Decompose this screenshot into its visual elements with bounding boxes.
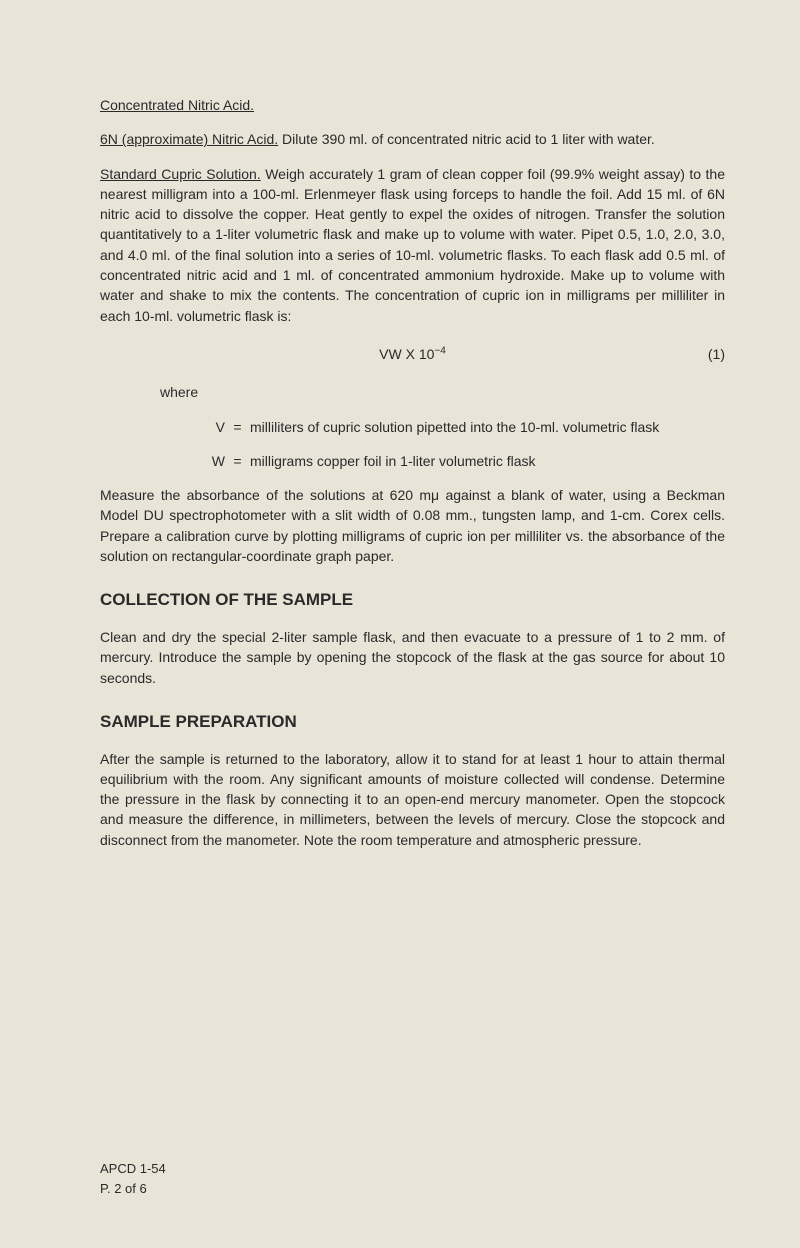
paragraph-measure: Measure the absorbance of the solutions … <box>100 485 725 566</box>
section-concentrated-nitric: Concentrated Nitric Acid. 6N (approximat… <box>100 95 725 566</box>
definition-var: V <box>200 417 225 437</box>
definition-v: V = milliliters of cupric solution pipet… <box>200 417 725 437</box>
definition-eq: = <box>225 451 250 471</box>
footer-doc-id: APCD 1-54 <box>100 1159 166 1179</box>
equation-exponent: −4 <box>434 345 445 356</box>
definition-text: milliliters of cupric solution pipetted … <box>250 417 725 437</box>
section-collection: COLLECTION OF THE SAMPLE Clean and dry t… <box>100 588 725 688</box>
paragraph-standard-cupric: Standard Cupric Solution. Weigh accurate… <box>100 164 725 326</box>
section-sample-prep: SAMPLE PREPARATION After the sample is r… <box>100 710 725 850</box>
definition-eq: = <box>225 417 250 437</box>
heading-collection: COLLECTION OF THE SAMPLE <box>100 588 725 613</box>
definition-var: W <box>200 451 225 471</box>
heading-sample-prep: SAMPLE PREPARATION <box>100 710 725 735</box>
definition-text: milligrams copper foil in 1-liter volume… <box>250 451 725 471</box>
inline-title: Standard Cupric Solution. <box>100 166 261 182</box>
definition-w: W = milligrams copper foil in 1-liter vo… <box>200 451 725 471</box>
paragraph-collection: Clean and dry the special 2-liter sample… <box>100 627 725 688</box>
inline-title: 6N (approximate) Nitric Acid. <box>100 131 278 147</box>
where-label: where <box>160 382 725 402</box>
equation-block: VW X 10−4 (1) <box>100 344 725 364</box>
paragraph-text: Dilute 390 ml. of concentrated nitric ac… <box>278 131 655 147</box>
equation-text: VW X 10 <box>379 346 434 362</box>
paragraph-text: Weigh accurately 1 gram of clean copper … <box>100 166 725 324</box>
subsection-title: Concentrated Nitric Acid. <box>100 95 725 115</box>
paragraph-6n: 6N (approximate) Nitric Acid. Dilute 390… <box>100 129 725 149</box>
paragraph-sample-prep: After the sample is returned to the labo… <box>100 749 725 850</box>
equation-number: (1) <box>708 344 725 364</box>
page-footer: APCD 1-54 P. 2 of 6 <box>100 1159 166 1198</box>
footer-page-number: P. 2 of 6 <box>100 1179 166 1199</box>
